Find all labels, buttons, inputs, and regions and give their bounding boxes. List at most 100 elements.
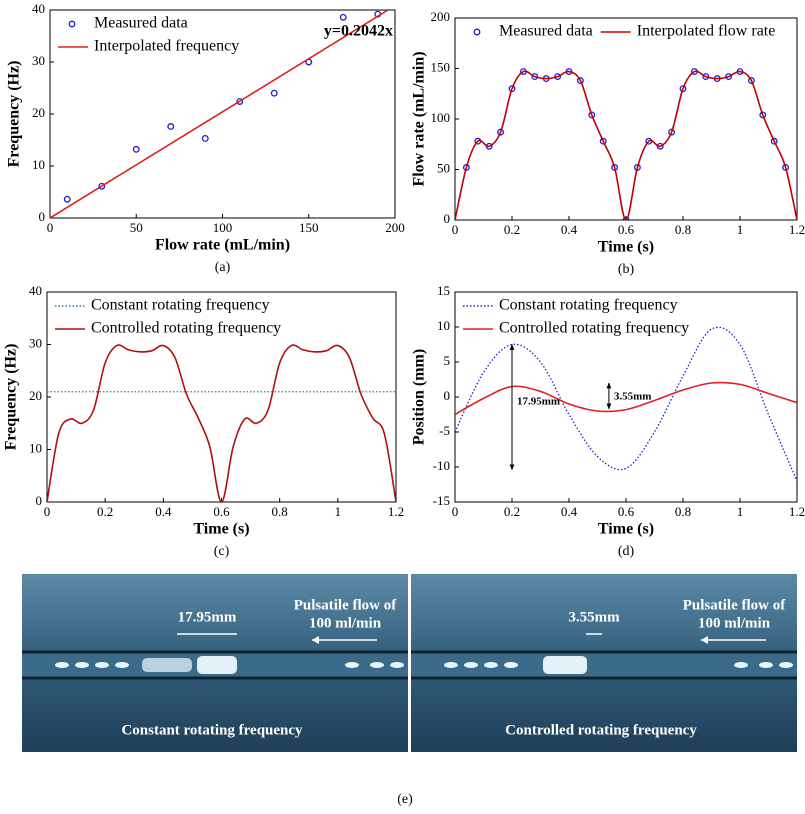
- data-point: [759, 111, 767, 119]
- y-axis-label: Position (mm): [411, 349, 428, 445]
- clot: [197, 656, 237, 674]
- x-tick-label: 1.2: [789, 222, 805, 237]
- x-tick-label: 0: [452, 504, 459, 519]
- y-tick-label: 20: [29, 388, 42, 403]
- y-tick-label: 150: [431, 59, 451, 74]
- plot-area: [455, 326, 797, 482]
- legend-marker: [473, 28, 481, 36]
- y-tick-label: 10: [29, 440, 42, 455]
- data-point: [132, 145, 140, 153]
- reflection: [75, 662, 89, 668]
- x-tick-label: 0.6: [618, 504, 635, 519]
- data-point: [668, 128, 676, 136]
- x-tick-label: 0.2: [504, 504, 520, 519]
- reflection: [95, 662, 109, 668]
- clot: [543, 656, 587, 674]
- panel-label: (d): [618, 544, 635, 559]
- x-tick-label: 0.4: [155, 504, 172, 519]
- y-tick-label: 0: [36, 493, 43, 508]
- clot: [142, 658, 192, 672]
- legend-label: Controlled rotating frequency: [91, 320, 281, 337]
- x-axis-label: Time (s): [598, 239, 654, 256]
- flow-label: Pulsatile flow of: [683, 597, 786, 613]
- y-axis-label: Flow rate (mL/min): [411, 51, 428, 186]
- y-tick-label: -15: [433, 493, 450, 508]
- y-tick-label: 10: [437, 318, 450, 333]
- data-point: [599, 137, 607, 145]
- data-point: [770, 137, 778, 145]
- x-tick-label: 150: [299, 220, 319, 235]
- data-point: [747, 77, 755, 85]
- y-tick-label: 50: [437, 160, 450, 175]
- panel-label: (e): [397, 792, 413, 807]
- panel-label: (c): [214, 544, 230, 559]
- data-line: [50, 10, 389, 218]
- plot-area: [47, 344, 396, 502]
- data-point: [679, 85, 687, 93]
- y-tick-label: -5: [439, 423, 450, 438]
- reflection: [779, 662, 793, 668]
- x-tick-label: 0: [47, 220, 54, 235]
- reflection: [464, 662, 478, 668]
- data-point: [98, 182, 106, 190]
- length-label: 17.95mm: [178, 609, 237, 625]
- photo-caption: Constant rotating frequency: [121, 722, 303, 738]
- length-label: 3.55mm: [568, 609, 620, 625]
- data-point: [576, 77, 584, 85]
- y-tick-label: 100: [431, 110, 451, 125]
- panel-label: (b): [618, 262, 635, 277]
- y-axis-label: Frequency (Hz): [6, 61, 23, 168]
- reflection: [55, 662, 69, 668]
- legend-label: Interpolated frequency: [94, 38, 239, 55]
- panel-label: (a): [215, 260, 231, 275]
- y-tick-label: 30: [29, 335, 42, 350]
- annotation: 17.95mm: [517, 395, 560, 407]
- flow-label: 100 ml/min: [309, 615, 382, 631]
- reflection: [345, 662, 359, 668]
- reflection: [370, 662, 384, 668]
- reflection: [759, 662, 773, 668]
- y-axis-label: Frequency (Hz): [3, 344, 20, 451]
- x-tick-label: 1.2: [789, 504, 805, 519]
- data-line: [455, 70, 797, 220]
- x-tick-label: 0.2: [97, 504, 113, 519]
- reflection: [444, 662, 458, 668]
- x-tick-label: 1: [335, 504, 342, 519]
- x-tick-label: 0: [44, 504, 51, 519]
- legend-label: Interpolated flow rate: [637, 23, 776, 40]
- x-tick-label: 100: [213, 220, 233, 235]
- photo-caption: Controlled rotating frequency: [505, 722, 697, 738]
- plot-area: [455, 68, 797, 220]
- y-tick-label: 40: [32, 1, 45, 16]
- data-point: [270, 89, 278, 97]
- legend-label: Controlled rotating frequency: [499, 320, 689, 337]
- annotation: y=0.2042x: [324, 23, 393, 40]
- reflection: [734, 662, 748, 668]
- x-tick-label: 0.2: [504, 222, 520, 237]
- reflection: [504, 662, 518, 668]
- legend-label: Constant rotating frequency: [91, 297, 270, 314]
- y-tick-label: 40: [29, 283, 42, 298]
- x-tick-label: 0.8: [675, 222, 691, 237]
- data-point: [201, 134, 209, 142]
- y-tick-label: 0: [39, 209, 46, 224]
- data-point: [497, 128, 505, 136]
- x-tick-label: 0: [452, 222, 459, 237]
- reflection: [115, 662, 129, 668]
- data-point: [339, 13, 347, 21]
- y-tick-label: 30: [32, 53, 45, 68]
- flow-label: Pulsatile flow of: [294, 597, 397, 613]
- x-tick-label: 0.4: [561, 222, 578, 237]
- x-tick-label: 0.6: [618, 222, 635, 237]
- y-tick-label: 0: [444, 388, 451, 403]
- y-tick-label: 200: [431, 9, 451, 24]
- y-tick-label: 0: [444, 211, 451, 226]
- reflection: [484, 662, 498, 668]
- x-axis-label: Time (s): [598, 521, 654, 538]
- legend-label: Measured data: [499, 23, 593, 40]
- data-point: [622, 216, 630, 220]
- data-line: [47, 344, 396, 502]
- x-axis-label: Flow rate (mL/min): [155, 237, 290, 254]
- y-tick-label: -10: [433, 458, 450, 473]
